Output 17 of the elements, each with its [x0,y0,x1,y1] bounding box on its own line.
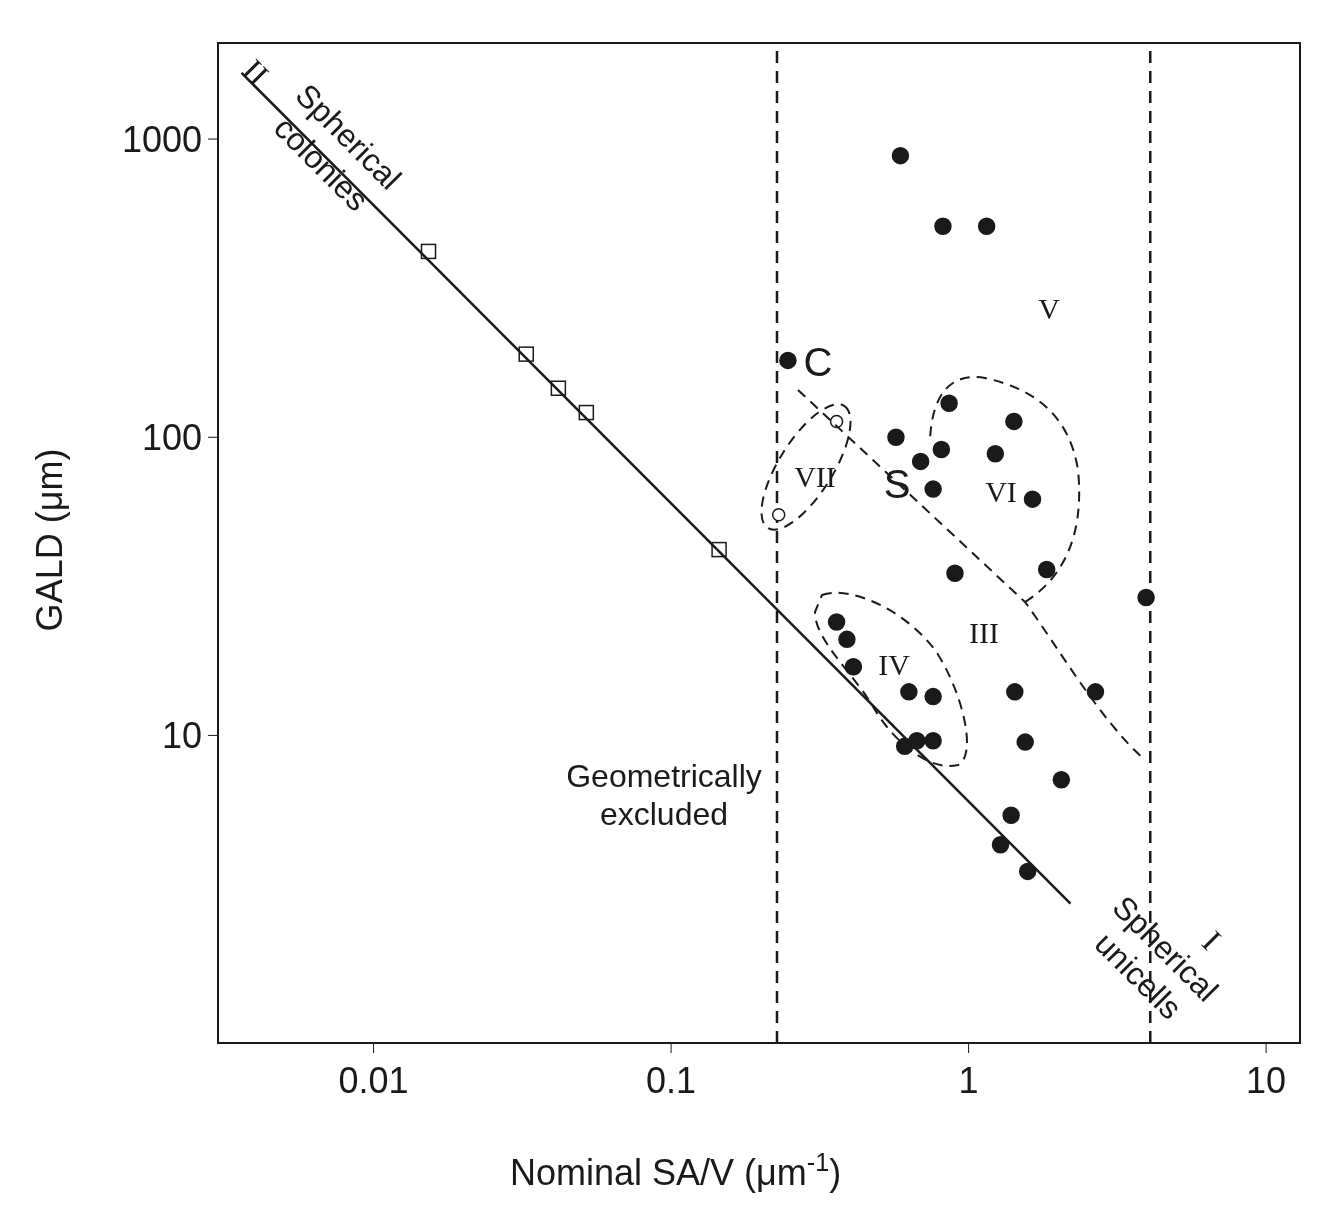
annotation: S [883,462,911,506]
annotation: VII [794,459,836,493]
x-tick-label: 0.1 [646,1059,697,1101]
x-axis-title: Nominal SA/V (μm$^{-1}$) [510,1148,842,1193]
annotation: C [803,340,833,384]
annotation: V [1038,291,1061,325]
annotation: VI [985,474,1017,508]
annotation: III [969,615,999,649]
y-tick-label: 1000 [121,118,202,160]
x-tick-label: 0.01 [338,1059,409,1101]
y-tick-label: 10 [161,715,202,757]
x-tick-label: 10 [1246,1059,1287,1101]
annotation: Geometrically excluded [566,758,762,833]
y-tick-label: 100 [141,417,202,459]
annotation: IV [878,647,911,681]
y-axis-title: GALD (μm) [29,448,70,632]
x-tick-label: 1 [958,1059,979,1101]
